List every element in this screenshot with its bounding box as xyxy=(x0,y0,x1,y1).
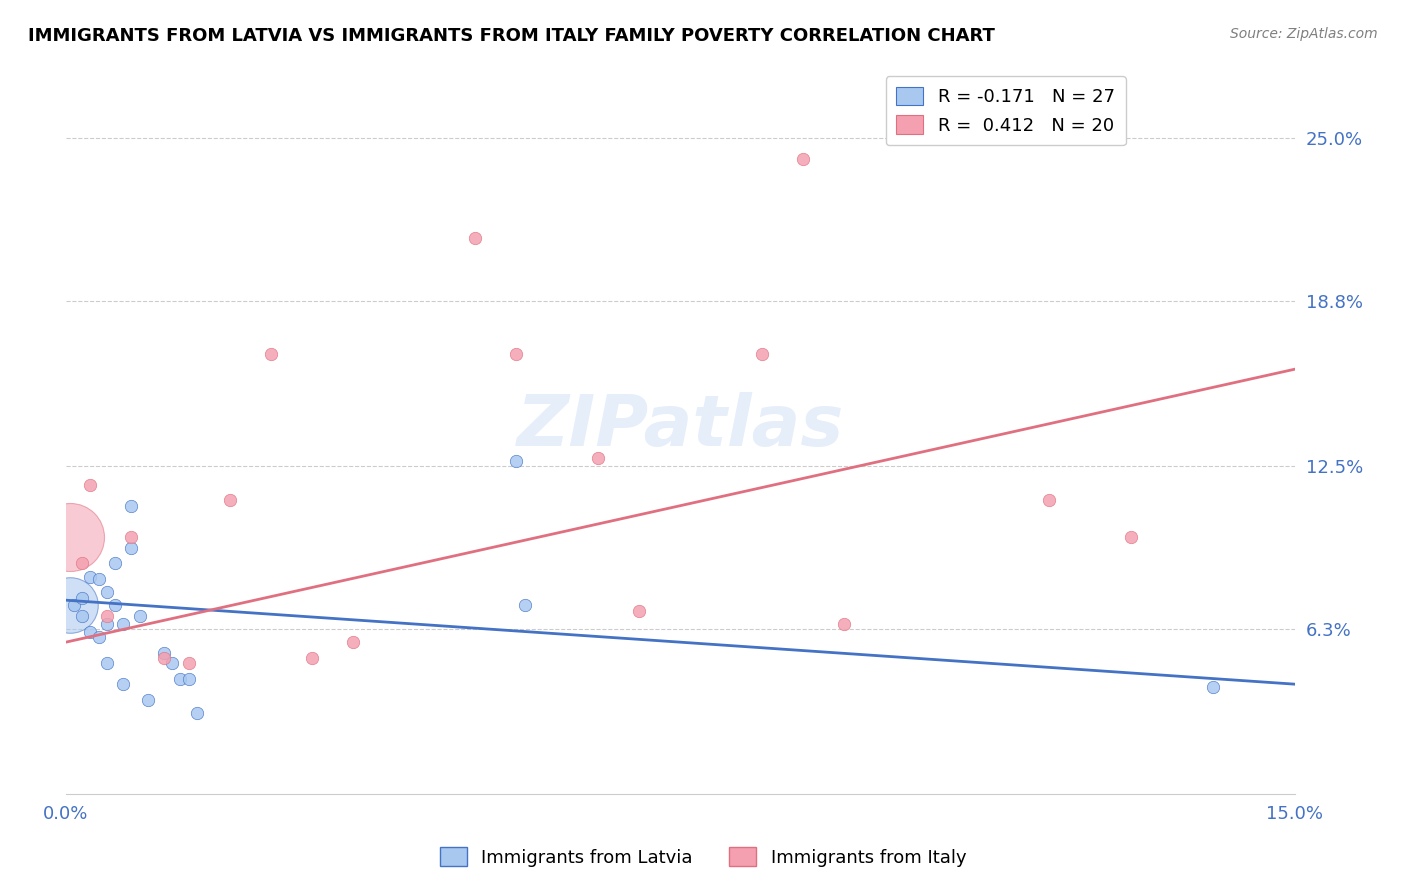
Point xyxy=(218,493,240,508)
Point xyxy=(63,599,86,613)
Point xyxy=(96,585,118,599)
Point xyxy=(79,477,101,491)
Text: ZIPatlas: ZIPatlas xyxy=(516,392,844,461)
Point xyxy=(464,231,486,245)
Point xyxy=(136,693,159,707)
Point xyxy=(832,616,855,631)
Point xyxy=(162,656,184,670)
Point xyxy=(153,651,176,665)
Point xyxy=(1119,530,1142,544)
Point xyxy=(79,624,101,639)
Point xyxy=(586,451,609,466)
Point xyxy=(70,557,93,571)
Point xyxy=(112,616,135,631)
Point xyxy=(112,677,135,691)
Point xyxy=(87,572,110,586)
Point xyxy=(128,608,150,623)
Point xyxy=(104,557,127,571)
Point xyxy=(59,599,82,613)
Legend: R = -0.171   N = 27, R =  0.412   N = 20: R = -0.171 N = 27, R = 0.412 N = 20 xyxy=(886,76,1126,145)
Point xyxy=(59,530,82,544)
Point xyxy=(1201,680,1223,694)
Point xyxy=(169,672,191,686)
Point xyxy=(751,346,773,360)
Point xyxy=(505,454,527,468)
Point xyxy=(259,346,281,360)
Point xyxy=(1038,493,1060,508)
Point xyxy=(792,153,814,167)
Point xyxy=(96,608,118,623)
Point xyxy=(177,672,200,686)
Point xyxy=(120,530,142,544)
Point xyxy=(186,706,208,720)
Point xyxy=(120,541,142,555)
Point xyxy=(104,599,127,613)
Point xyxy=(342,635,364,649)
Point xyxy=(628,604,651,618)
Point xyxy=(120,499,142,513)
Point xyxy=(96,616,118,631)
Text: IMMIGRANTS FROM LATVIA VS IMMIGRANTS FROM ITALY FAMILY POVERTY CORRELATION CHART: IMMIGRANTS FROM LATVIA VS IMMIGRANTS FRO… xyxy=(28,27,995,45)
Point xyxy=(513,599,536,613)
Point xyxy=(96,656,118,670)
Point xyxy=(505,346,527,360)
Point xyxy=(177,656,200,670)
Legend: Immigrants from Latvia, Immigrants from Italy: Immigrants from Latvia, Immigrants from … xyxy=(433,840,973,874)
Text: Source: ZipAtlas.com: Source: ZipAtlas.com xyxy=(1230,27,1378,41)
Point xyxy=(70,608,93,623)
Point xyxy=(79,569,101,583)
Point xyxy=(301,651,323,665)
Point xyxy=(70,591,93,605)
Point xyxy=(87,630,110,644)
Point xyxy=(153,646,176,660)
